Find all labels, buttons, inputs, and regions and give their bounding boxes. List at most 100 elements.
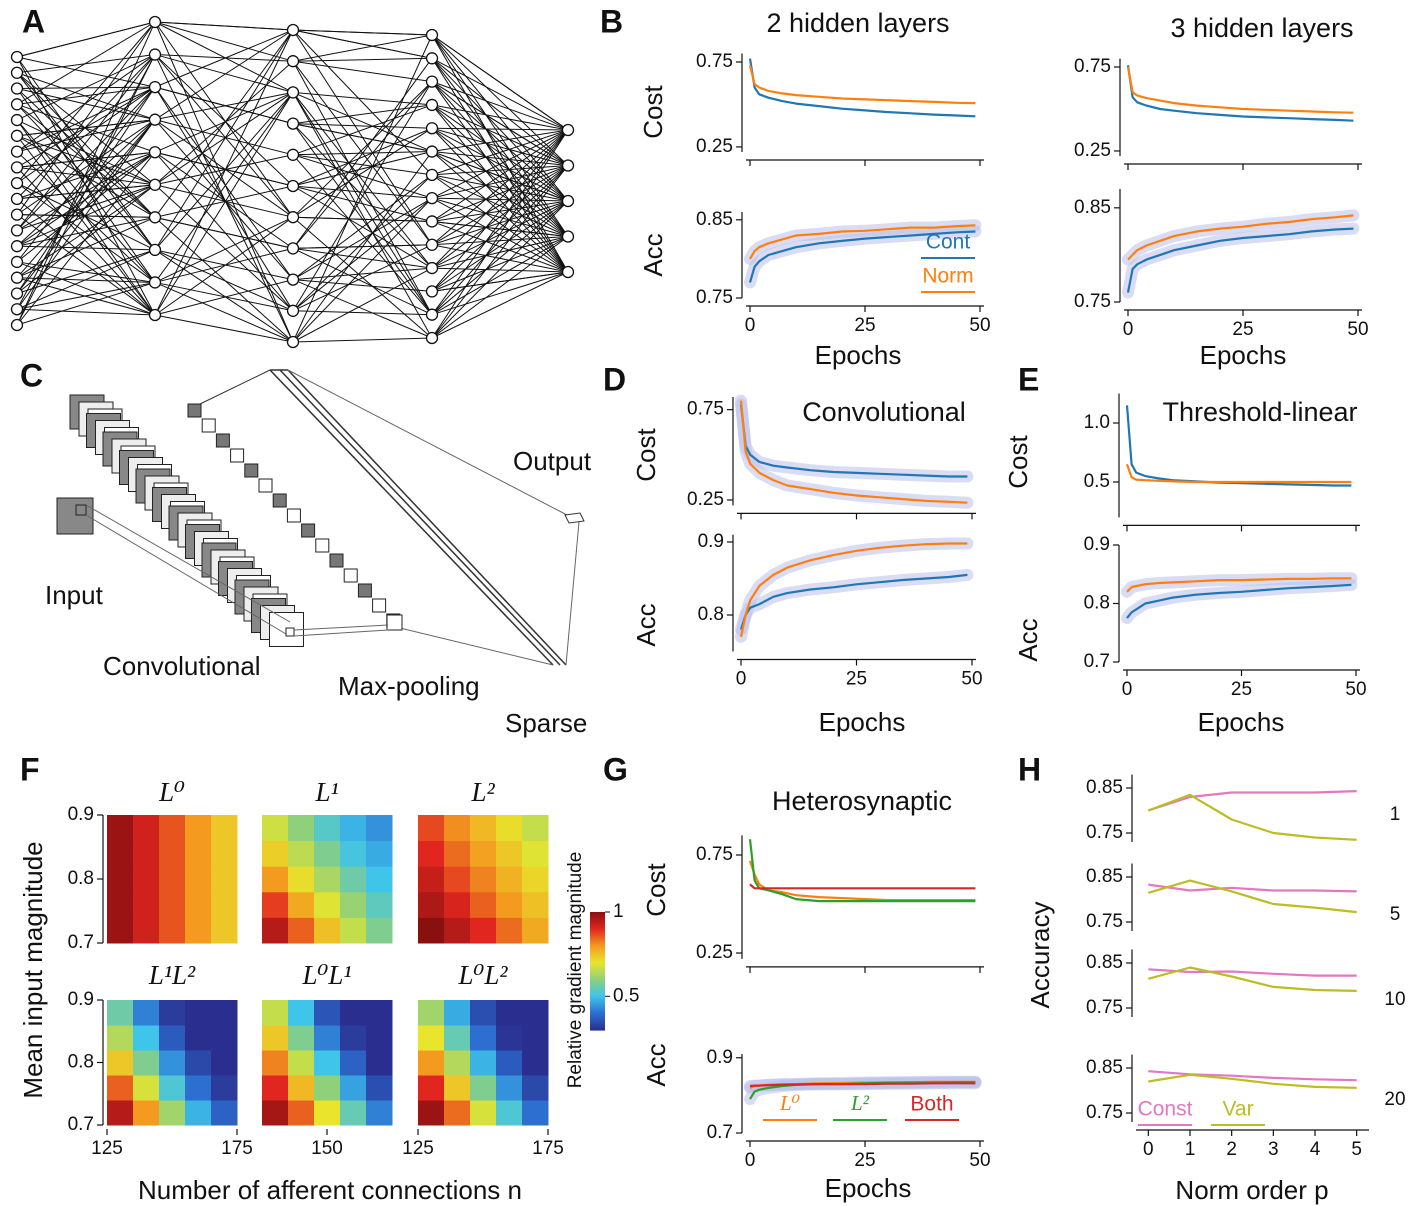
- edge: [16, 281, 156, 326]
- heatmap-cell: [211, 917, 238, 944]
- heatmap-cell: [496, 1075, 523, 1101]
- y-tick-label: 0.75: [1086, 1102, 1123, 1123]
- heatmap-cell: [418, 1100, 445, 1126]
- line: [739, 573, 968, 630]
- heatmap-cell: [288, 815, 315, 842]
- y-axis-label: Cost: [631, 427, 661, 481]
- diagram-label: Input: [45, 580, 104, 610]
- node: [561, 230, 575, 243]
- heatmap-cell: [211, 891, 238, 918]
- x-tick-label: 50: [1347, 319, 1368, 340]
- x-tick-label: 125: [402, 1138, 434, 1159]
- y-axis-label: Mean input magnitude: [18, 841, 48, 1098]
- heatmap-cell: [496, 840, 523, 867]
- edge: [154, 119, 294, 218]
- pool-map: [230, 448, 245, 463]
- edge: [431, 236, 569, 339]
- y-tick-label: 0.25: [1074, 140, 1111, 161]
- heatmap-cell: [159, 1100, 186, 1126]
- edge: [154, 29, 294, 121]
- heatmap-cell: [470, 891, 497, 918]
- x-tick-label: 3: [1268, 1139, 1279, 1160]
- edge: [154, 281, 294, 312]
- heatmap-cell: [211, 1025, 238, 1051]
- x-tick-label: 175: [532, 1138, 564, 1159]
- node: [148, 178, 162, 191]
- x-tick-label: 0: [736, 669, 747, 690]
- heatmap-cell: [496, 1025, 523, 1051]
- node: [286, 211, 300, 224]
- heatmap-cell: [470, 1075, 497, 1101]
- chart-title: L⁰L¹: [302, 960, 352, 990]
- edge: [16, 54, 156, 326]
- edge: [431, 129, 569, 315]
- edge: [16, 184, 156, 247]
- edge: [154, 54, 294, 93]
- colorbar-swatch: [590, 972, 605, 976]
- annotation: 1: [1390, 804, 1401, 825]
- line: [749, 1082, 976, 1088]
- heatmap-cell: [444, 1100, 471, 1126]
- line: [1125, 463, 1352, 484]
- edge: [292, 185, 433, 199]
- colorbar-swatch: [590, 967, 605, 970]
- heatmap-cell: [366, 1050, 393, 1076]
- edge: [292, 310, 433, 316]
- heatmap-cell: [418, 866, 445, 893]
- heatmap-cell: [522, 866, 549, 893]
- edge: [292, 185, 433, 222]
- edge: [431, 57, 569, 131]
- node: [286, 55, 300, 68]
- heatmap-cell: [314, 1100, 341, 1126]
- y-axis-label: Accuracy: [1025, 902, 1055, 1009]
- colorbar-swatch: [590, 1016, 605, 1019]
- heatmap-cell: [211, 840, 238, 867]
- edge: [431, 165, 569, 316]
- heatmap-cell: [314, 917, 341, 944]
- panel-label: A: [22, 3, 45, 39]
- edge: [292, 34, 433, 62]
- line: [739, 400, 968, 504]
- edge: [431, 104, 569, 131]
- edge: [292, 279, 433, 339]
- heatmap-cell: [366, 1025, 393, 1051]
- heatmap-cell: [211, 866, 238, 893]
- node: [10, 255, 24, 269]
- heatmap-cell: [496, 1000, 523, 1026]
- heatmap-cell: [340, 1100, 367, 1126]
- line: [1147, 793, 1357, 841]
- node: [286, 148, 300, 161]
- edge: [154, 86, 294, 125]
- panel-label: D: [603, 361, 626, 397]
- edge: [154, 216, 294, 249]
- edge: [292, 174, 433, 280]
- heatmap-cell: [522, 840, 549, 867]
- colorbar-swatch: [590, 969, 605, 972]
- receptive-field: [285, 627, 295, 637]
- heatmap-cell: [470, 1050, 497, 1076]
- edge: [154, 151, 294, 312]
- panel-label: C: [20, 357, 43, 393]
- edge: [16, 21, 156, 105]
- edge: [431, 129, 569, 246]
- edge: [431, 165, 569, 199]
- line: [1127, 214, 1354, 261]
- heatmap-cell: [107, 866, 134, 893]
- colorbar-swatch: [590, 957, 605, 960]
- chart-title: 3 hidden layers: [1170, 13, 1353, 43]
- x-tick-label: 25: [854, 315, 875, 336]
- heatmap-cell: [107, 1000, 134, 1026]
- heatmap-cell: [366, 1100, 393, 1126]
- edge: [16, 277, 156, 316]
- node: [425, 75, 439, 88]
- colorbar-swatch: [590, 982, 605, 986]
- edge: [16, 151, 156, 168]
- edge: [431, 200, 569, 292]
- node: [425, 192, 439, 205]
- edge: [431, 129, 569, 176]
- heatmap-cell: [288, 1100, 315, 1126]
- colorbar-swatch: [590, 990, 605, 994]
- panel-label: F: [20, 751, 40, 787]
- pool-map: [301, 523, 316, 538]
